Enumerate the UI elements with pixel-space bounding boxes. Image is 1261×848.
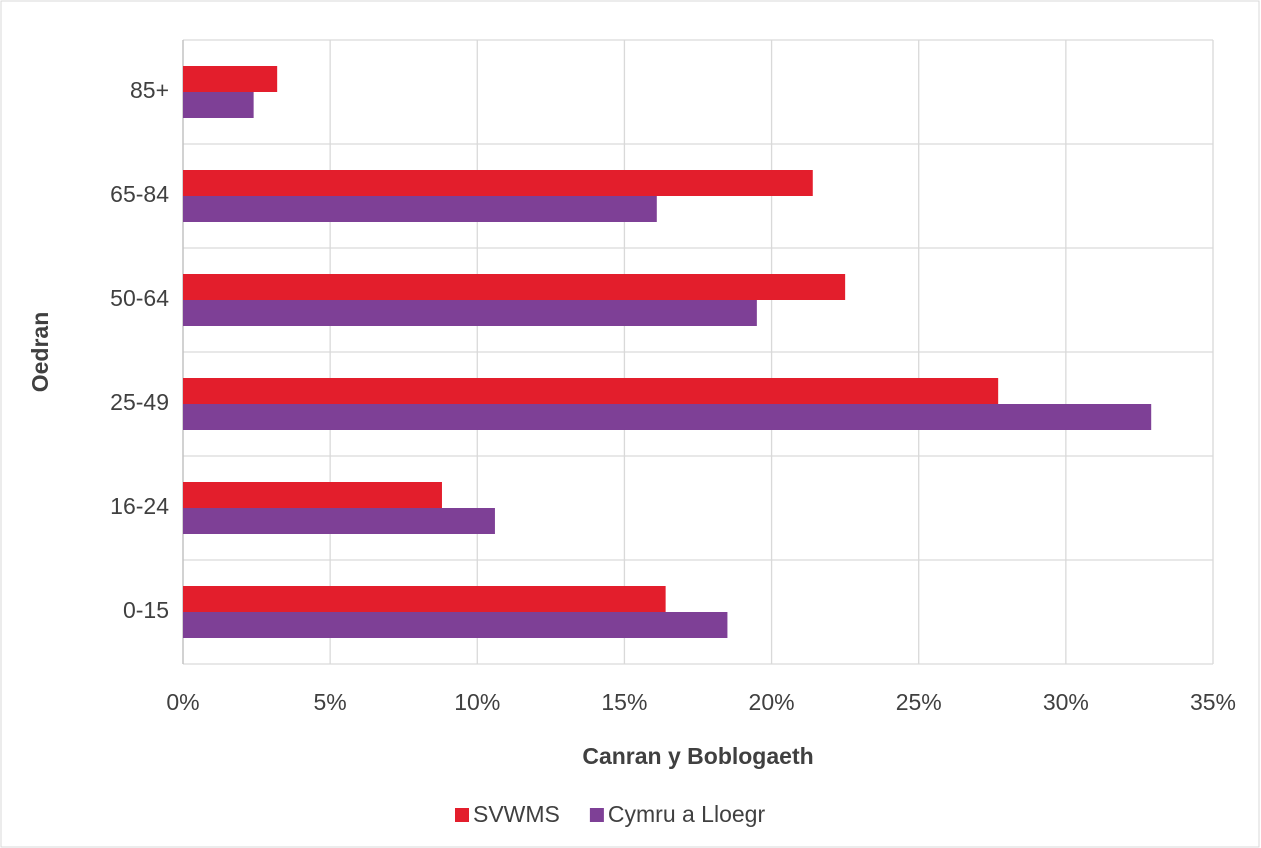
bar <box>183 92 254 118</box>
x-tick-label: 25% <box>896 689 942 715</box>
bar <box>183 482 442 508</box>
bar <box>183 404 1152 430</box>
x-tick-label: 20% <box>749 689 795 715</box>
y-tick-label: 0-15 <box>123 597 169 623</box>
legend-swatch <box>589 808 604 822</box>
x-tick-label: 5% <box>314 689 347 715</box>
bar <box>183 170 813 196</box>
x-axis-title: Canran y Boblogaeth <box>582 743 813 769</box>
bar <box>183 378 999 404</box>
x-tick-label: 0% <box>166 689 199 715</box>
y-tick-label: 50-64 <box>110 285 169 311</box>
y-tick-label: 16-24 <box>110 493 169 519</box>
y-tick-label: 85+ <box>130 77 169 103</box>
bar <box>183 508 495 534</box>
x-tick-label: 35% <box>1190 689 1236 715</box>
bar <box>183 274 846 300</box>
bar <box>183 66 278 92</box>
x-tick-label: 15% <box>601 689 647 715</box>
bar <box>183 196 657 222</box>
y-tick-label: 65-84 <box>110 181 169 207</box>
bar <box>183 586 666 612</box>
y-tick-label: 25-49 <box>110 389 169 415</box>
bar <box>183 612 728 638</box>
x-tick-label: 30% <box>1043 689 1089 715</box>
legend-label: SVWMS <box>473 801 560 827</box>
x-tick-label: 10% <box>454 689 500 715</box>
legend-swatch <box>455 808 469 822</box>
legend-label: Cymru a Lloegr <box>608 801 766 827</box>
bar <box>183 300 757 326</box>
y-axis-title: Oedran <box>27 312 53 393</box>
